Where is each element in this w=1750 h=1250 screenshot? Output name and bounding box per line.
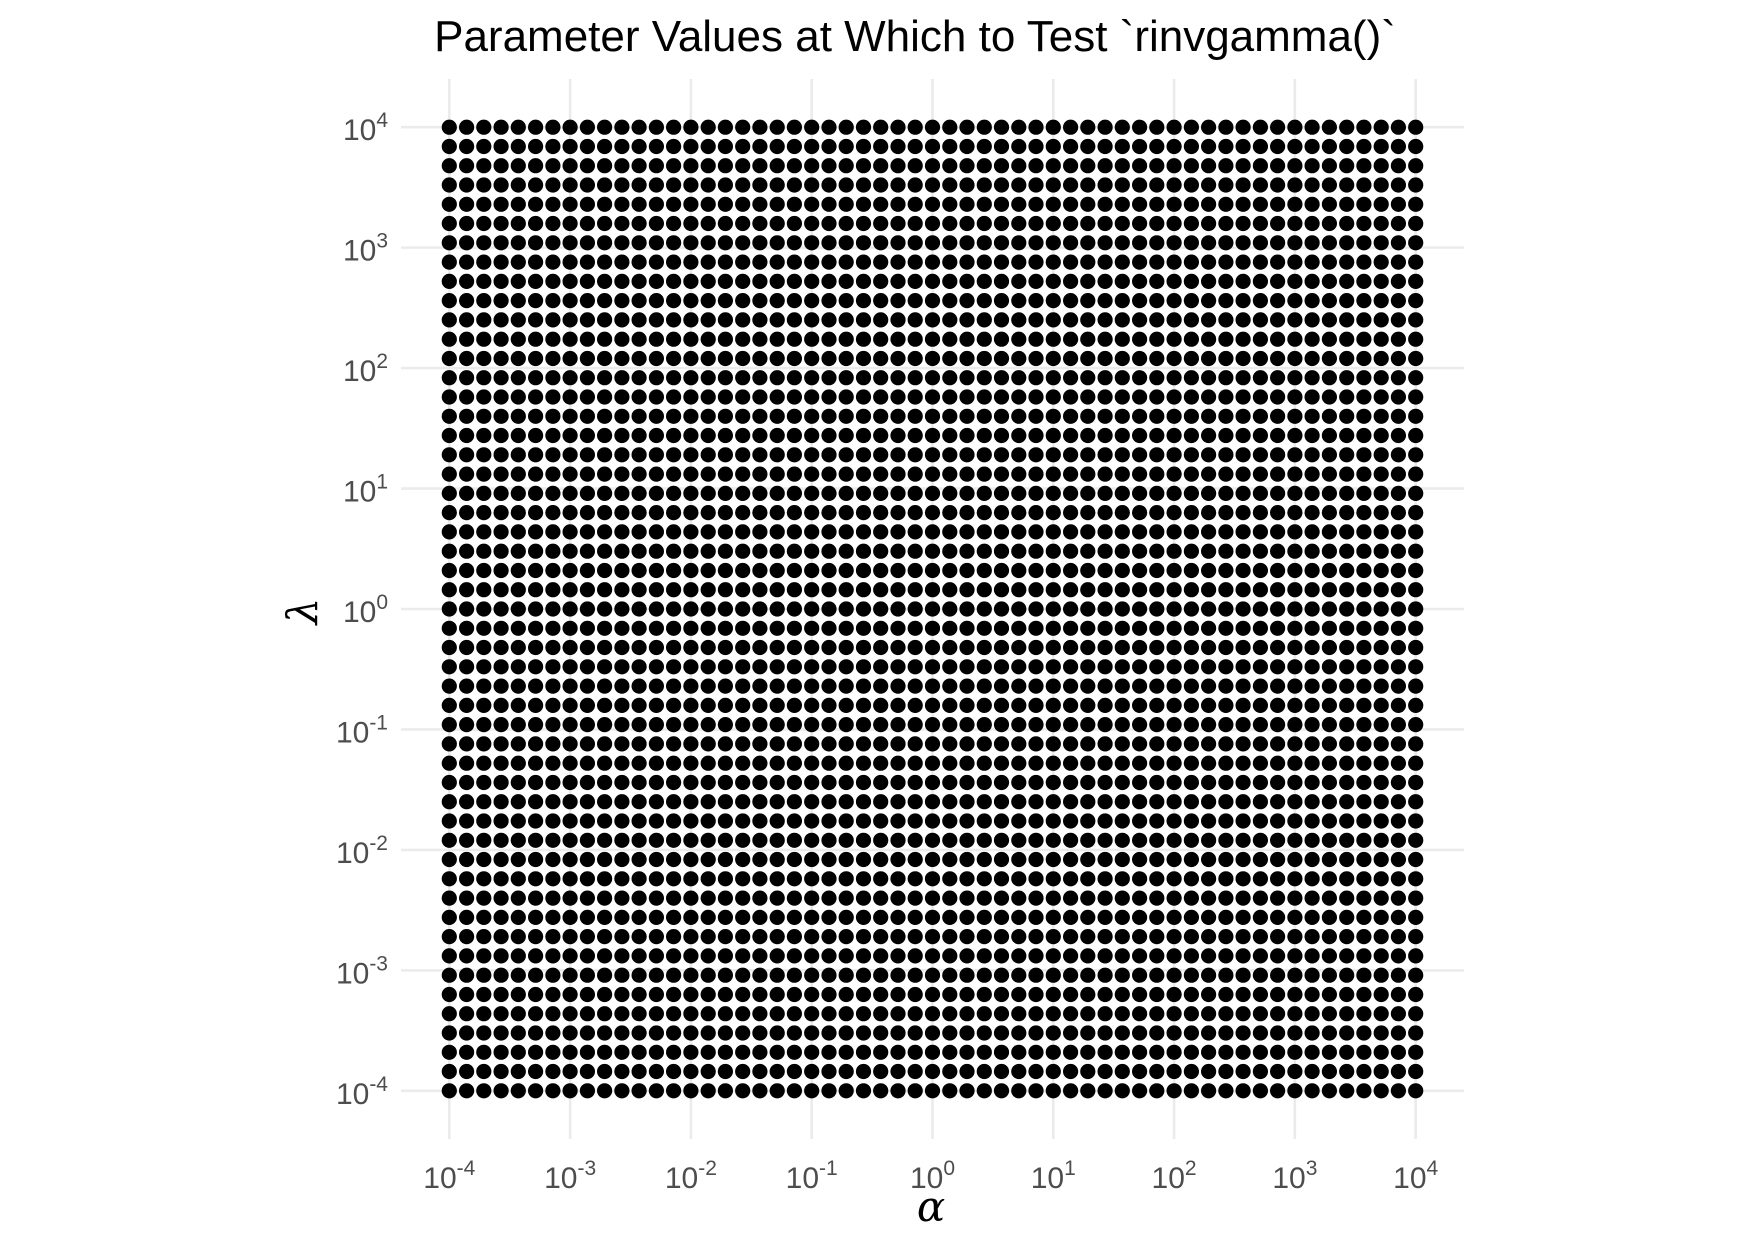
y-tick-label: 10-4: [336, 1073, 388, 1111]
x-tick-label: 102: [1152, 1157, 1197, 1195]
y-axis-label: λ: [277, 597, 327, 625]
y-tick-label: 10-2: [336, 832, 388, 870]
x-axis-tick-labels: 10-4 10-3 10-2 10-1 100 101 102 103 104: [423, 1157, 1438, 1195]
x-tick-label: 104: [1393, 1157, 1438, 1195]
y-axis-tick-labels: 10-4 10-3 10-2 10-1 100 101 102 103 104: [336, 109, 388, 1111]
y-tick-label: 101: [343, 471, 388, 509]
x-tick-label: 101: [1031, 1157, 1076, 1195]
x-tick-label: 103: [1272, 1157, 1317, 1195]
y-tick-label: 10-1: [336, 711, 388, 749]
x-tick-label: 10-1: [786, 1157, 838, 1195]
x-tick-label: 100: [910, 1157, 955, 1195]
dot-grid: [441, 119, 1424, 1099]
y-tick-label: 10-3: [336, 952, 388, 990]
x-tick-label: 10-4: [423, 1157, 475, 1195]
x-tick-label: 10-3: [544, 1157, 596, 1195]
x-axis-label: α: [916, 1181, 946, 1231]
x-tick-label: 10-2: [665, 1157, 717, 1195]
chart-title: Parameter Values at Which to Test `rinvg…: [434, 12, 1396, 61]
y-tick-label: 100: [343, 591, 388, 629]
y-tick-label: 103: [343, 230, 388, 268]
y-tick-label: 102: [343, 350, 388, 388]
y-tick-label: 104: [343, 109, 388, 147]
